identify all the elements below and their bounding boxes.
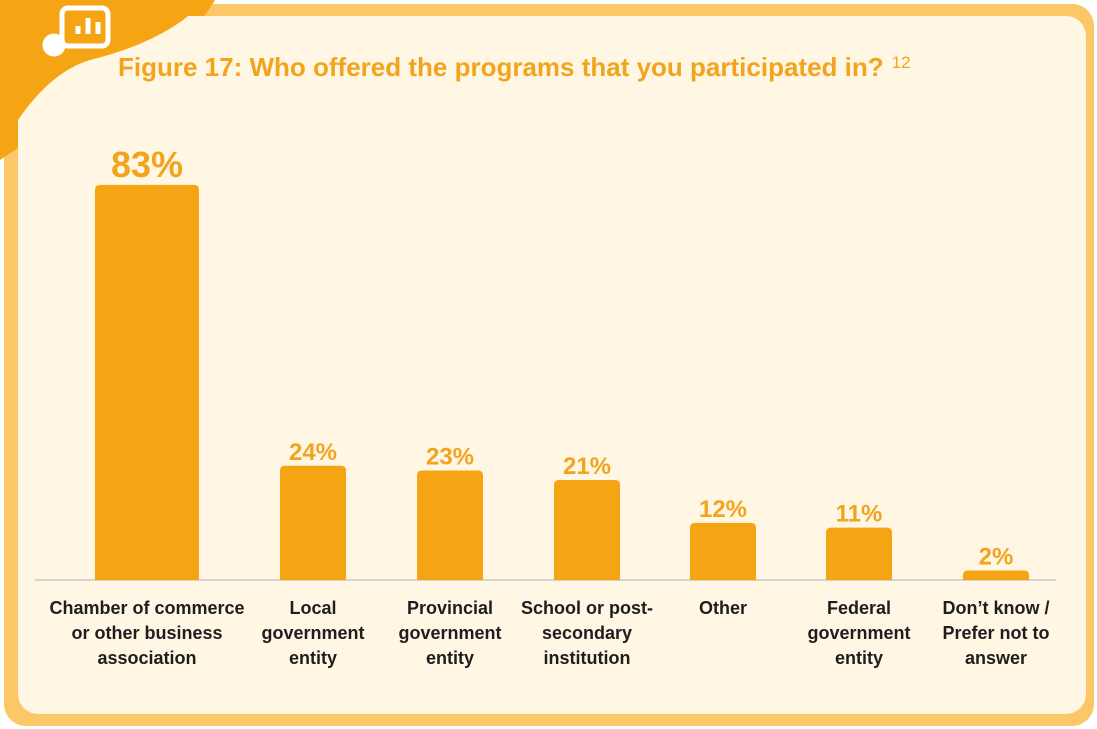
value-label: 83% (111, 144, 183, 185)
bar (690, 522, 756, 580)
value-label: 24% (289, 439, 337, 466)
title-text: Figure 17: Who offered the programs that… (118, 52, 884, 82)
bar (554, 480, 620, 580)
bar (280, 465, 346, 580)
value-label: 12% (699, 496, 747, 523)
icon (37, 5, 111, 68)
bar (963, 570, 1029, 580)
value-label: 23% (426, 444, 474, 471)
x-tick-label: Don’t know / Prefer not to answer (942, 598, 1050, 668)
value-label: 2% (979, 543, 1014, 570)
value-label: 21% (563, 453, 611, 480)
bar (95, 184, 199, 581)
x-tick-label: Local government entity (261, 598, 365, 668)
x-tick-label: Chamber of commerce or other business as… (49, 598, 245, 668)
bar (826, 527, 892, 580)
x-tick-label: Other (698, 598, 747, 618)
x-tick-label: Provincial government entity (398, 598, 502, 668)
value-label: 11% (836, 501, 883, 528)
title-note: 12 (892, 53, 911, 72)
bar (417, 470, 483, 580)
chart-title: Figure 17: Who offered the programs that… (118, 52, 911, 82)
x-tick-label: School or post-secondary institution (521, 598, 653, 668)
x-tick-label: Federal government entity (807, 598, 911, 668)
